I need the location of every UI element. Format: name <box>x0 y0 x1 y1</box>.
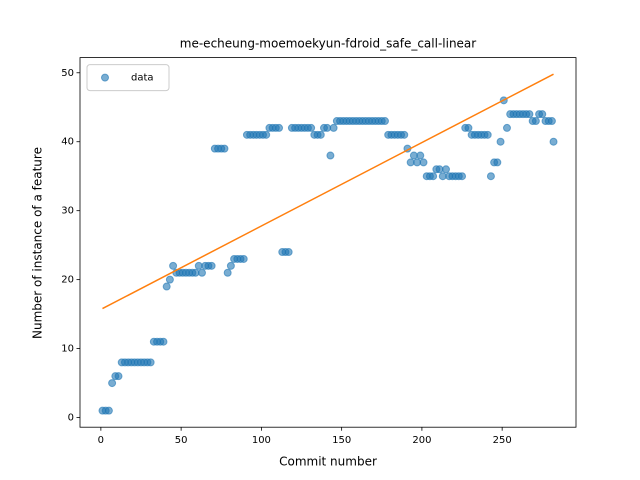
data-point <box>441 165 450 174</box>
legend-box <box>86 64 170 92</box>
x-tick-label: 200 <box>412 435 431 446</box>
data-point <box>416 151 425 160</box>
data-point <box>464 123 473 132</box>
data-point <box>538 110 547 119</box>
data-point <box>275 123 284 132</box>
legend-marker <box>101 73 109 82</box>
x-tick-label: 0 <box>98 435 104 446</box>
y-tick-label: 0 <box>68 413 74 424</box>
data-point <box>483 130 492 139</box>
y-axis-label: Number of instance of a feature <box>31 147 45 339</box>
x-tick-label: 150 <box>332 435 351 446</box>
x-tick-label: 250 <box>493 435 512 446</box>
data-point <box>108 379 117 388</box>
data-point <box>207 261 216 270</box>
data-point <box>197 268 206 277</box>
data-point <box>400 130 409 139</box>
data-point <box>316 130 325 139</box>
data-point <box>531 117 540 126</box>
data-point <box>223 268 232 277</box>
x-tick-label: 100 <box>252 435 271 446</box>
y-tick-label: 30 <box>61 206 74 217</box>
data-point <box>226 261 235 270</box>
plot-frame <box>79 57 577 428</box>
data-point <box>493 158 502 167</box>
data-point <box>486 172 495 181</box>
data-point <box>496 137 505 146</box>
fit-line <box>102 73 554 310</box>
y-tick-label: 40 <box>61 137 74 148</box>
data-point <box>239 254 248 263</box>
data-point <box>549 137 558 146</box>
data-point <box>162 282 171 291</box>
data-point <box>146 358 155 367</box>
data-point <box>380 117 389 126</box>
data-point <box>104 406 113 415</box>
data-point <box>159 337 168 346</box>
data-point <box>114 372 123 381</box>
data-point <box>220 144 229 153</box>
y-tick-label: 20 <box>61 275 74 286</box>
data-point <box>502 123 511 132</box>
y-tick-label: 50 <box>61 68 74 79</box>
y-tick-label: 10 <box>61 344 74 355</box>
x-tick-label: 50 <box>175 435 188 446</box>
data-point <box>326 151 335 160</box>
data-point <box>165 275 174 284</box>
x-axis-label: Commit number <box>279 455 377 469</box>
data-point <box>307 123 316 132</box>
legend-label: data <box>131 73 154 84</box>
data-point <box>329 123 338 132</box>
data-point <box>547 117 556 126</box>
data-point <box>458 172 467 181</box>
data-point <box>284 248 293 257</box>
data-point <box>169 261 178 270</box>
data-point <box>262 130 271 139</box>
chart-title: me-echeung-moemoekyun-fdroid_safe_call-l… <box>180 37 476 51</box>
data-point <box>525 110 534 119</box>
data-point <box>419 158 428 167</box>
data-point <box>429 172 438 181</box>
